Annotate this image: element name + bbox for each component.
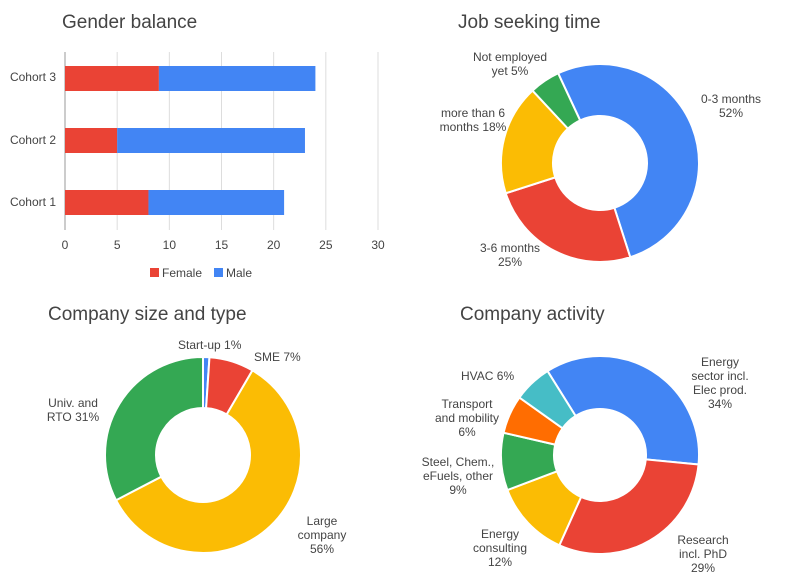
- legend-item-female[interactable]: Female: [150, 266, 202, 280]
- legend-swatch: [214, 268, 223, 277]
- legend-item-male[interactable]: Male: [214, 266, 252, 280]
- slice-label: SME 7%: [254, 350, 301, 364]
- donut-slice: [504, 176, 632, 263]
- slice-label: Univ. and RTO 31%: [46, 396, 100, 424]
- slice-label: Research incl. PhD 29%: [677, 533, 729, 575]
- x-tick-label: 0: [61, 238, 69, 252]
- slice-label: Energy sector incl. Elec prod. 34%: [691, 355, 749, 411]
- gender-chart-title: Gender balance: [62, 12, 198, 33]
- bar-male: [117, 128, 305, 153]
- donut-slice: [104, 355, 204, 502]
- bar-female: [65, 128, 118, 153]
- donut-slice: [531, 71, 582, 131]
- x-tick-label: 25: [319, 238, 333, 252]
- bar-female: [65, 190, 149, 215]
- company-size-title: Company size and type: [48, 304, 247, 325]
- bar-male: [158, 66, 316, 91]
- x-tick-label: 5: [113, 238, 121, 252]
- donut-slice: [558, 458, 700, 555]
- y-tick-label: Cohort 1: [9, 195, 56, 209]
- legend-label: Male: [226, 266, 253, 280]
- bar-female: [65, 66, 159, 91]
- slice-label: more than 6 months 18%: [439, 106, 507, 134]
- donut-slice: [114, 369, 302, 554]
- legend-swatch: [150, 268, 159, 277]
- x-tick-label: 10: [162, 238, 176, 252]
- slice-label: 0-3 months 52%: [700, 92, 762, 120]
- bar-male: [148, 190, 285, 215]
- slice-label: Transport and mobility 6%: [434, 397, 500, 439]
- donut-slice: [556, 63, 700, 259]
- slice-label: Large company 56%: [297, 514, 347, 556]
- slice-label: 3-6 months 25%: [479, 241, 541, 269]
- job-chart-title: Job seeking time: [458, 12, 601, 33]
- company-activity-title: Company activity: [460, 304, 605, 325]
- slice-label: Steel, Chem., eFuels, other 9%: [421, 455, 495, 497]
- slice-label: Not employed yet 5%: [472, 50, 548, 78]
- x-tick-label: 30: [371, 238, 385, 252]
- slice-label: Energy consulting 12%: [472, 527, 528, 569]
- y-tick-label: Cohort 3: [9, 70, 56, 84]
- legend-label: Female: [162, 266, 203, 280]
- slice-label: Start-up 1%: [178, 338, 242, 352]
- x-tick-label: 20: [266, 238, 281, 252]
- x-tick-label: 15: [214, 238, 229, 252]
- donut-slice: [518, 369, 578, 430]
- slice-label: HVAC 6%: [461, 369, 515, 383]
- donut-slice: [546, 355, 700, 466]
- y-tick-label: Cohort 2: [9, 133, 56, 147]
